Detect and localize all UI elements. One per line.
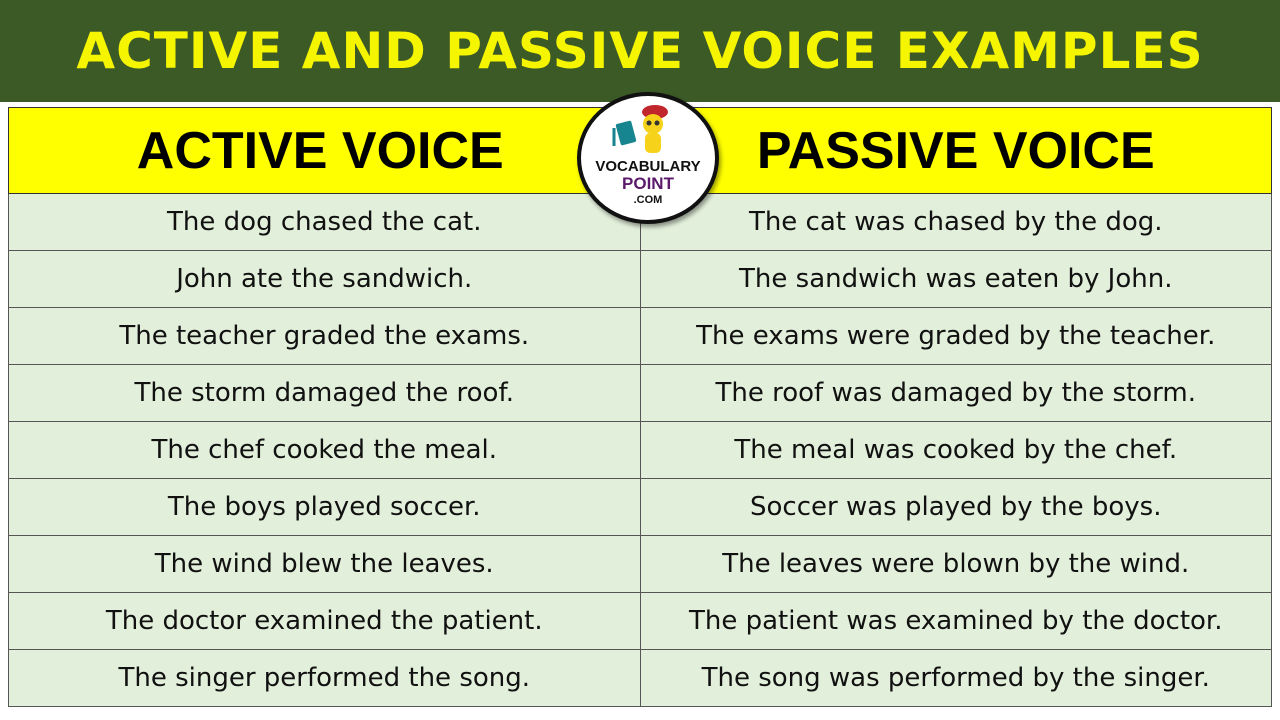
active-sentence: The singer performed the song.	[8, 649, 641, 707]
page-title: ACTIVE AND PASSIVE VOICE EXAMPLES	[76, 22, 1204, 80]
passive-sentence: The roof was damaged by the storm.	[639, 364, 1272, 422]
table-row: John ate the sandwich. The sandwich was e…	[8, 250, 1272, 308]
header-passive: PASSIVE VOICE	[639, 107, 1272, 194]
logo-line3: .COM	[633, 194, 663, 206]
title-banner: ACTIVE AND PASSIVE VOICE EXAMPLES	[0, 0, 1280, 102]
passive-sentence: The meal was cooked by the chef.	[639, 421, 1272, 479]
active-sentence: The storm damaged the roof.	[8, 364, 641, 422]
header-active: ACTIVE VOICE	[8, 107, 641, 194]
logo-text: VOCABULARY POINT .COM	[581, 158, 715, 209]
table-row: The dog chased the cat. The cat was chase…	[8, 193, 1272, 251]
active-sentence: The wind blew the leaves.	[8, 535, 641, 593]
active-sentence: The dog chased the cat.	[8, 193, 641, 251]
mascot-icon	[612, 105, 668, 153]
table-row: The storm damaged the roof. The roof was …	[8, 364, 1272, 422]
logo-line2: POINT	[622, 174, 674, 193]
active-sentence: John ate the sandwich.	[8, 250, 641, 308]
passive-sentence: The exams were graded by the teacher.	[639, 307, 1272, 365]
active-sentence: The doctor examined the patient.	[8, 592, 641, 650]
passive-sentence: The sandwich was eaten by John.	[639, 250, 1272, 308]
voice-table: ACTIVE VOICE PASSIVE VOICE The dog chase…	[8, 107, 1272, 707]
vocabularypoint-logo: VOCABULARY POINT .COM	[577, 92, 719, 224]
table-row: The singer performed the song. The song w…	[8, 649, 1272, 707]
passive-sentence: Soccer was played by the boys.	[639, 478, 1272, 536]
active-sentence: The chef cooked the meal.	[8, 421, 641, 479]
passive-sentence: The cat was chased by the dog.	[639, 193, 1272, 251]
logo-line1: VOCABULARY	[595, 158, 701, 175]
passive-sentence: The song was performed by the singer.	[639, 649, 1272, 707]
passive-sentence: The leaves were blown by the wind.	[639, 535, 1272, 593]
table-row: The boys played soccer. Soccer was played…	[8, 478, 1272, 536]
active-sentence: The boys played soccer.	[8, 478, 641, 536]
table-row: The chef cooked the meal. The meal was co…	[8, 421, 1272, 479]
table-row: The wind blew the leaves. The leaves were…	[8, 535, 1272, 593]
table-row: The doctor examined the patient. The pati…	[8, 592, 1272, 650]
active-sentence: The teacher graded the exams.	[8, 307, 641, 365]
header-passive-label: PASSIVE VOICE	[756, 121, 1155, 180]
header-active-label: ACTIVE VOICE	[136, 121, 504, 180]
passive-sentence: The patient was examined by the doctor.	[639, 592, 1272, 650]
table-row: The teacher graded the exams. The exams w…	[8, 307, 1272, 365]
